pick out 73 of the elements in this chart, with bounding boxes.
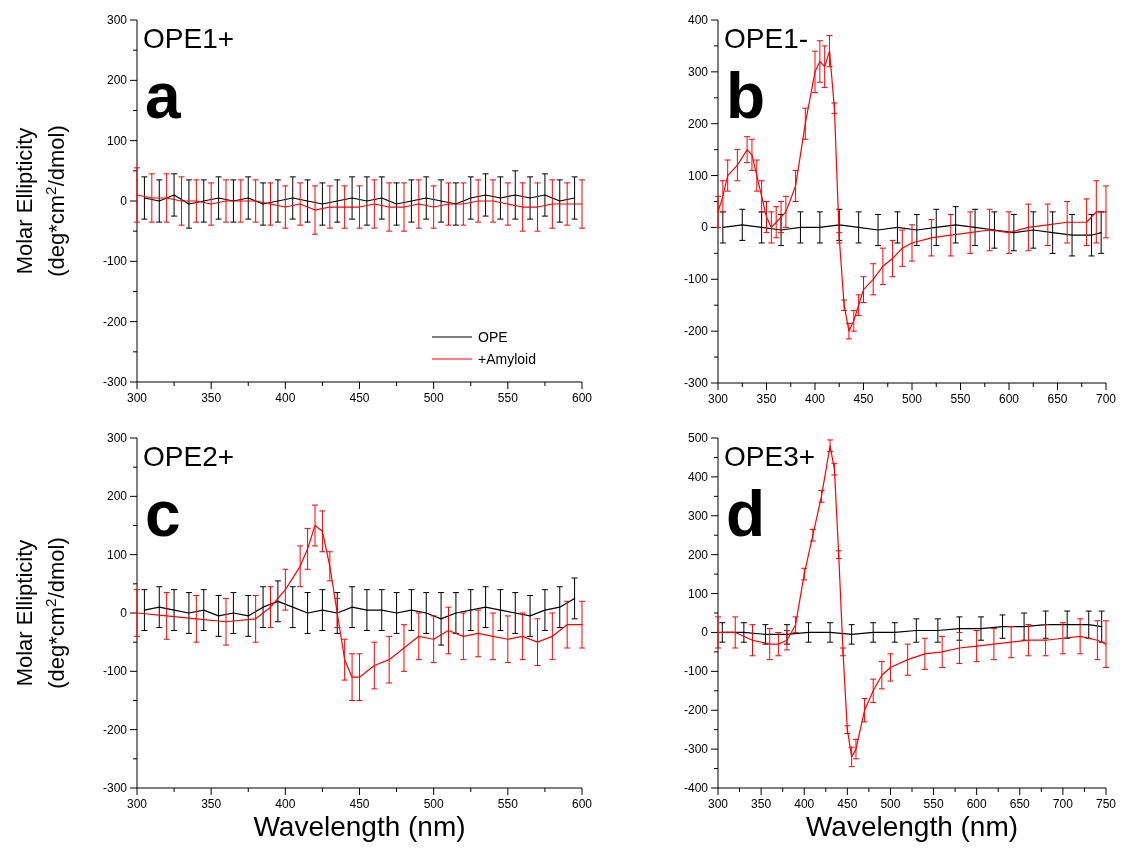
annotation: d [726,478,766,550]
x-tick-label: 450 [853,392,874,406]
y-tick-label: 300 [106,13,128,27]
y-tick-label: -400 [683,781,709,795]
y-tick-label: 400 [687,469,709,484]
x-tick-label: 600 [966,797,987,811]
chart-title: OPE3+ [724,441,816,472]
x-tick-label: 700 [1052,797,1074,811]
x-tick-label: 550 [497,797,519,811]
x-tick-label: 450 [349,391,370,405]
x-tick-label: 600 [571,797,593,811]
y-tick-label: -300 [683,742,709,757]
y-tick-label: 200 [687,116,709,131]
x-tick-label: 500 [423,797,444,811]
x-tick-label: 450 [837,797,858,811]
y-tick-label: 100 [687,586,709,601]
x-tick-label: 400 [794,797,815,811]
y-tick-label: 200 [687,547,709,562]
x-tick-label: 500 [880,797,901,811]
y-tick-label: -200 [102,314,128,329]
x-axis-title: Wavelength (nm) [805,811,1019,842]
y-tick-label: 400 [687,13,709,27]
x-tick-label: 500 [901,392,923,406]
y-tick-label: -100 [102,254,128,269]
y-tick-label: 200 [106,489,128,504]
annotation: c [145,478,181,550]
x-tick-label: 650 [1009,797,1031,811]
x-tick-label: 700 [1095,392,1117,406]
y-tick-label: 0 [120,606,128,620]
y-tick-label: -100 [683,664,709,679]
y-tick-label: -300 [102,375,128,389]
legend-label: +Amyloid [478,351,536,367]
x-tick-label: 350 [201,391,222,405]
y-tick-label: -200 [683,324,709,339]
y-tick-label: 200 [106,73,128,88]
chart-title: OPE2+ [143,441,235,472]
x-tick-label: 350 [201,797,222,811]
x-tick-label: 600 [998,392,1020,406]
x-tick-label: 350 [751,797,772,811]
y-tick-label: -200 [102,722,128,737]
y-tick-label: 100 [106,547,128,562]
y-tick-label: 300 [106,431,128,445]
chart-title: OPE1+ [143,23,235,54]
y-tick-label: -200 [683,703,709,718]
y-tick-label: 300 [687,64,709,79]
annotation: a [145,60,181,132]
x-tick-label: 600 [571,391,593,405]
y-tick-label: -300 [102,781,128,795]
y-tick-label: 500 [687,431,709,445]
y-tick-label: 0 [120,194,128,208]
y-tick-label: 100 [687,168,709,183]
x-tick-label: 400 [275,391,296,405]
y-tick-label: -100 [683,272,709,287]
x-tick-label: 400 [804,392,826,406]
x-tick-label: 500 [423,391,444,405]
y-tick-label: 100 [106,133,128,148]
legend-label: OPE [478,329,508,345]
y-tick-label: -100 [102,664,128,679]
x-tick-label: 450 [349,797,370,811]
x-tick-label: 550 [950,392,971,406]
x-tick-label: 550 [497,391,519,405]
x-tick-label: 400 [275,797,296,811]
chart-title: OPE1- [724,23,809,54]
x-tick-label: 750 [1095,797,1117,811]
x-tick-label: 650 [1047,392,1068,406]
annotation: b [726,60,766,132]
x-tick-label: 550 [923,797,944,811]
y-tick-label: -300 [683,376,709,390]
x-axis-title: Wavelength (nm) [253,811,466,842]
y-tick-label: 0 [701,220,709,235]
x-tick-label: 350 [756,392,777,406]
y-tick-label: 300 [687,508,709,523]
y-tick-label: 0 [701,625,709,640]
